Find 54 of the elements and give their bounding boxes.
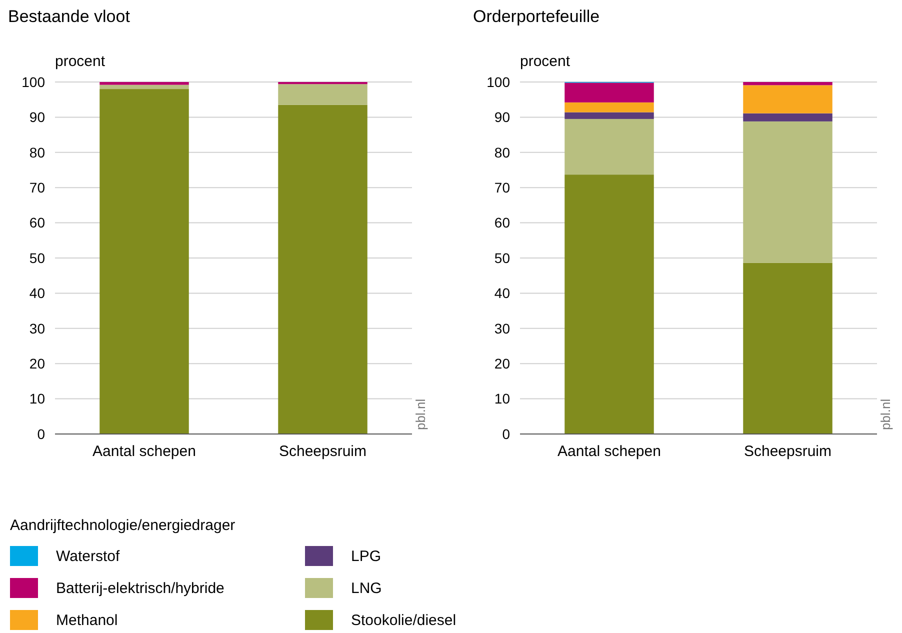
y-tick-label: 90: [29, 109, 46, 126]
bar: [100, 89, 189, 434]
x-tick-label: Scheepsruim: [278, 443, 367, 460]
chart-title: Bestaande vloot: [8, 7, 130, 26]
y-tick-label: 30: [29, 320, 46, 336]
y-tick-label: 40: [494, 285, 510, 302]
legend-label: Waterstof: [56, 548, 120, 565]
bar: [743, 82, 832, 86]
bar: [743, 85, 832, 114]
y-tick-label: 100: [486, 74, 510, 90]
y-tick-label: 70: [494, 180, 510, 196]
bar: [564, 82, 654, 102]
bar: [743, 113, 832, 122]
bar: [100, 82, 189, 85]
y-tick-label: 0: [37, 426, 46, 442]
y-axis-title: procent: [520, 53, 571, 70]
x-tick-label: Aantal schepen: [92, 443, 196, 460]
x-tick-label: Scheepsruim: [744, 443, 832, 460]
y-tick-label: 10: [494, 390, 510, 407]
bar: [564, 102, 654, 112]
y-tick-label: 90: [494, 109, 510, 126]
y-tick-label: 20: [494, 356, 510, 372]
y-axis-title: procent: [55, 53, 106, 70]
chart-title: Orderportefeuille: [473, 7, 600, 26]
legend-label: Methanol: [56, 612, 118, 629]
y-tick-label: 20: [29, 356, 46, 372]
text: pbl.nl: [878, 398, 893, 430]
bar: [564, 118, 654, 175]
y-tick-label: 80: [494, 144, 510, 160]
bar: [743, 121, 832, 263]
bar: [278, 104, 368, 434]
y-tick-label: 30: [494, 320, 510, 336]
legend-label: LPG: [351, 548, 382, 565]
y-tick-label: 10: [29, 390, 46, 407]
legend-title: Aandrijftechnologie/energiedrager: [10, 517, 236, 534]
y-tick-label: 40: [29, 285, 46, 302]
y-tick-label: 100: [22, 74, 46, 90]
bar: [564, 112, 654, 119]
legend-label: LNG: [351, 580, 382, 597]
bar: [100, 84, 189, 90]
bar: [743, 262, 832, 434]
y-tick-label: 0: [502, 426, 510, 442]
bar: [278, 84, 368, 105]
y-tick-label: 60: [29, 214, 46, 231]
y-tick-label: 50: [494, 250, 510, 266]
legend-label: Stookolie/diesel: [351, 612, 456, 629]
y-tick-label: 80: [29, 144, 46, 160]
y-tick-label: 70: [29, 180, 46, 196]
text: pbl.nl: [413, 398, 428, 430]
legend-label: Batterij-elektrisch/hybride: [56, 580, 224, 597]
y-tick-label: 50: [29, 250, 46, 266]
y-tick-label: 60: [494, 214, 510, 231]
x-tick-label: Aantal schepen: [558, 443, 661, 460]
bar: [564, 174, 654, 434]
